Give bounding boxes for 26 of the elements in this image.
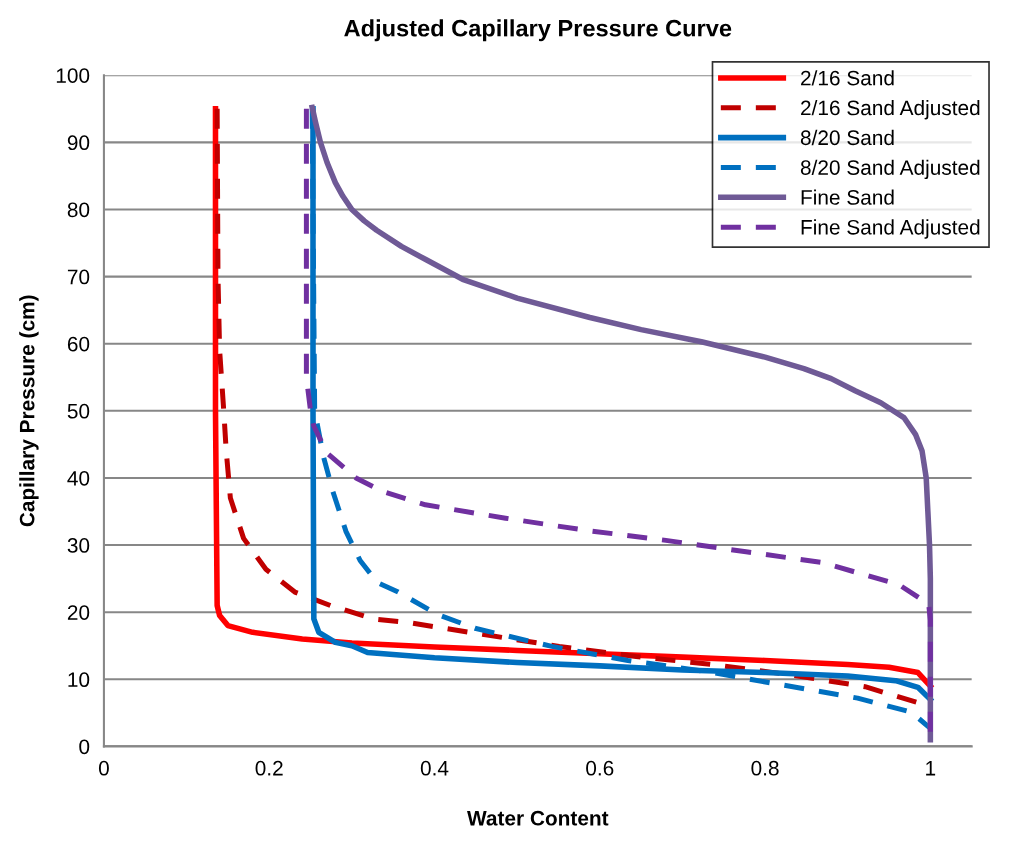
y-axis-title: Capillary Pressure (cm) xyxy=(19,295,39,527)
x-tick-label: 0 xyxy=(98,760,109,776)
y-tick-label: 0 xyxy=(79,739,90,755)
y-tick-label: 40 xyxy=(67,470,90,486)
x-tick-label: 0.4 xyxy=(420,760,449,776)
x-tick-label: 0.8 xyxy=(751,760,779,776)
y-tick-label: 30 xyxy=(67,538,90,553)
y-tick-label: 90 xyxy=(67,135,90,151)
y-tick-label: 80 xyxy=(67,202,90,218)
y-tick-label: 10 xyxy=(68,672,90,688)
legend-label: Fine Sand xyxy=(801,189,894,205)
legend-label: 2/16 Sand xyxy=(801,70,894,86)
legend-label: 2/16 Sand Adjusted xyxy=(801,99,980,120)
legend-label: 8/20 Sand Adjusted xyxy=(800,159,980,180)
y-tick-label: 60 xyxy=(67,336,90,352)
x-tick-label: 0.2 xyxy=(255,760,283,776)
x-axis-title: Water Content xyxy=(467,810,609,826)
y-tick-label: 20 xyxy=(67,605,90,620)
x-tick-label: 0.6 xyxy=(586,760,614,776)
legend-label: Fine Sand Adjusted xyxy=(801,219,980,239)
y-tick-label: 70 xyxy=(67,269,90,285)
y-tick-label: 100 xyxy=(56,68,90,83)
y-tick-label: 50 xyxy=(67,403,90,419)
legend-label: 8/20 Sand xyxy=(800,129,894,146)
x-tick-label: 1 xyxy=(926,761,936,776)
chart-title: Adjusted Capillary Pressure Curve xyxy=(344,19,732,42)
